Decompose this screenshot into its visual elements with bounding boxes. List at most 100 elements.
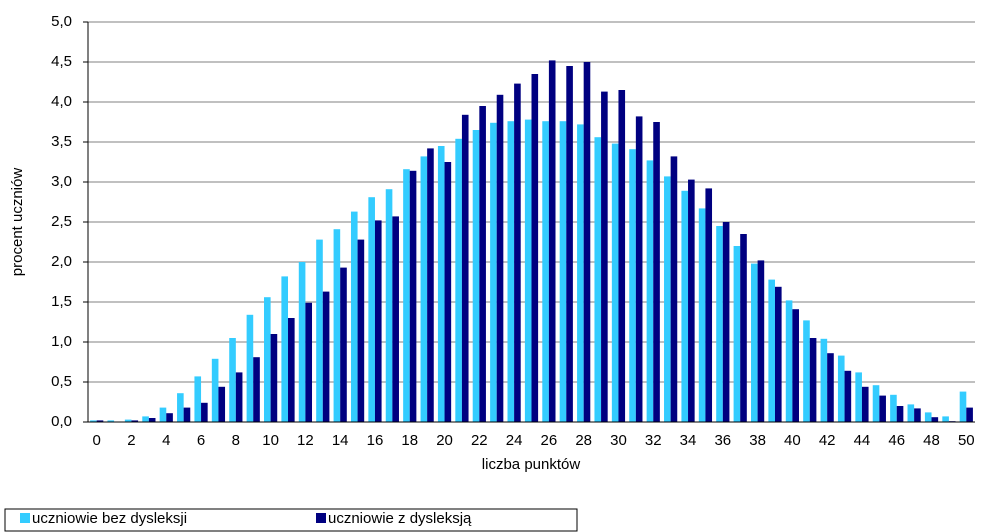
y-tick-label: 3,0 [51,173,72,190]
bar [148,418,156,422]
y-tick-label: 4,0 [51,93,72,110]
bar [437,146,445,422]
legend-label: uczniowie z dysleksją [328,510,472,527]
x-tick-label: 38 [749,432,766,449]
x-tick-label: 50 [958,432,975,449]
bar [757,260,765,422]
bar [472,130,480,422]
y-tick-label: 4,5 [51,53,72,70]
bar [914,408,921,422]
x-tick-label: 24 [506,432,523,449]
bar [218,386,226,422]
bar [861,386,869,422]
legend-box [4,508,578,532]
bar [792,309,799,422]
bar [124,419,132,422]
bar [357,239,365,422]
y-tick-label: 2,5 [51,213,72,230]
bar [896,406,904,422]
bar [507,121,515,422]
bar [427,148,434,422]
bar [577,124,584,423]
x-tick-label: 18 [401,432,418,449]
bar [959,391,967,422]
legend-swatch [20,513,30,523]
bar [907,404,915,422]
bar [611,143,619,422]
bar [966,407,973,422]
x-tick-label: 32 [645,432,662,449]
x-tick-label: 10 [262,432,279,449]
bar [455,138,462,423]
x-tick-label: 16 [367,432,384,449]
x-tick-label: 30 [610,432,627,449]
bar [305,302,313,422]
bar [601,91,608,422]
bar [392,216,399,422]
bar [490,122,497,423]
bar [890,394,897,422]
bar [733,246,741,422]
x-tick-label: 2 [127,432,135,449]
bar [444,162,452,422]
bar [872,385,880,422]
x-tick-label: 48 [923,432,940,449]
bar [211,358,219,422]
bar [322,291,330,422]
x-tick-label: 42 [819,432,836,449]
bar [368,197,375,422]
y-tick-label: 2,0 [51,253,72,270]
bar [142,416,149,422]
bar [235,372,243,422]
bar [316,239,323,422]
bar [646,160,654,422]
x-tick-label: 20 [436,432,453,449]
bar [653,122,660,422]
bar [837,355,845,422]
y-tick-label: 0,5 [51,373,72,390]
bar [374,220,382,422]
bar [722,222,730,422]
bar [942,416,949,422]
bar [166,413,173,422]
legend-swatch [316,513,326,523]
bar [531,74,539,422]
bar [879,395,886,422]
bar [698,208,706,422]
bar [90,420,97,422]
x-tick-label: 36 [714,432,731,449]
bar [583,62,591,422]
bar [820,338,828,422]
bar [340,267,347,422]
x-tick-label: 8 [232,432,240,449]
bar [514,83,521,422]
bar [281,276,289,422]
bar [177,393,184,422]
bar [159,407,167,422]
bar [496,94,504,423]
x-tick-label: 34 [680,432,697,449]
bar [809,338,817,422]
bar [201,402,208,422]
bar [559,121,567,422]
bar [479,106,486,422]
y-tick-label: 3,5 [51,133,72,150]
bar [96,420,104,422]
bar [270,334,278,422]
x-axis-title: liczba punktów [482,456,581,473]
bar [194,376,202,422]
bar [681,190,689,422]
bar [246,314,254,422]
x-tick-label: 6 [197,432,205,449]
bar [298,262,306,422]
bar [542,121,549,422]
bar [524,119,532,422]
bar [333,229,341,422]
x-tick-label: 12 [297,432,314,449]
x-tick-label: 4 [162,432,170,449]
bar [288,318,295,422]
bar [618,90,626,422]
x-tick-label: 46 [888,432,905,449]
y-tick-label: 1,0 [51,333,72,350]
bar [705,188,713,422]
